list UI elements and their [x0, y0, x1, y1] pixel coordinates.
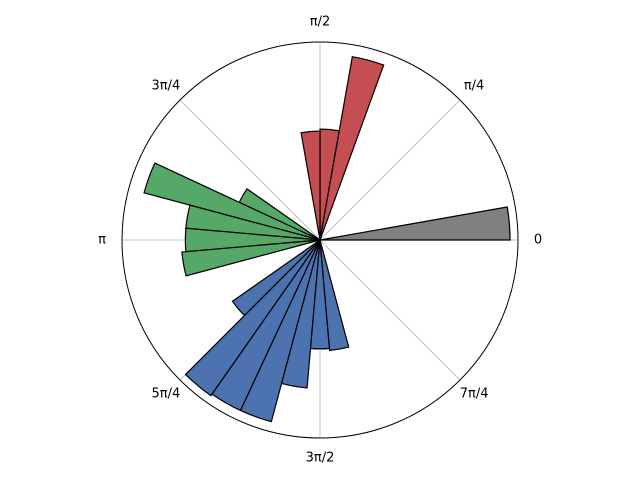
bar-group1-1 [300, 130, 321, 241]
angle-tick-label-5: 5π/4 [152, 387, 181, 402]
angle-tick-label-6: 3π/2 [306, 451, 335, 466]
bar-group2-4 [181, 239, 321, 277]
bar-group1-2 [319, 56, 385, 241]
angle-tick-label-7: 7π/4 [460, 387, 489, 402]
bar-group2-1 [143, 162, 321, 241]
polar-frame [121, 41, 519, 439]
angle-tick-label-4: π [98, 233, 106, 248]
angle-tick-label-3: 3π/4 [152, 78, 181, 93]
bars [143, 56, 511, 423]
angle-tick-label-0: 0 [534, 233, 542, 248]
grid-line-7 [319, 239, 461, 381]
angle-tick-label-1: π/4 [464, 78, 484, 93]
grid-line-3 [179, 99, 321, 241]
bar-group3-6 [319, 239, 350, 352]
bar-group3-4 [280, 239, 321, 389]
bar-group0-0 [319, 206, 511, 241]
bar-group3-1 [184, 239, 321, 397]
bar-group3-3 [239, 239, 321, 423]
grid-line-1 [319, 99, 461, 241]
angle-tick-labels: 0 π/4 π/2 3π/4 π 5π/4 3π/2 7π/4 [98, 15, 542, 466]
angle-tick-label-2: π/2 [310, 15, 330, 30]
